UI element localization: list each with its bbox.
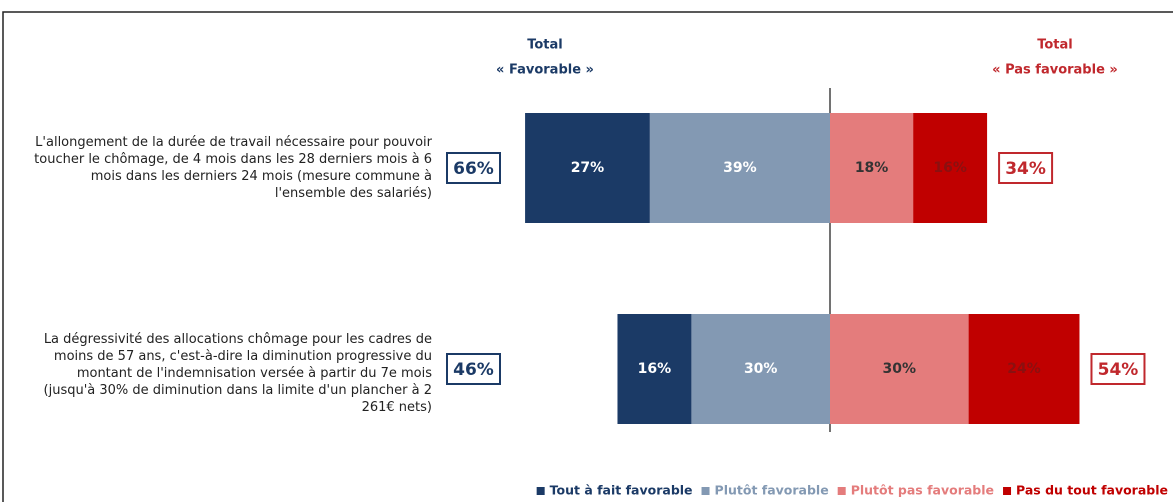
category-text: La dégressivité des allocations chômage …: [43, 331, 432, 415]
total-header: Total: [527, 38, 563, 53]
value-label: 27%: [571, 160, 605, 176]
total-box: [1090, 353, 1146, 385]
bar-segment: [649, 113, 830, 223]
total-box: [998, 152, 1054, 184]
value-label: 24%: [1007, 361, 1041, 377]
category-text: L'allongement de la durée de travail néc…: [34, 135, 432, 201]
value-label: 16%: [933, 160, 967, 176]
bar-segment: [830, 113, 914, 223]
bar-segment: [913, 113, 988, 223]
legend-swatch: [536, 487, 545, 495]
total-header: « Pas favorable »: [992, 63, 1118, 78]
legend-label: Tout à fait favorable: [550, 483, 693, 498]
category-label: L'allongement de la durée de travail néc…: [30, 108, 432, 228]
total-header: Total: [1037, 38, 1073, 53]
total-label: 34%: [1005, 159, 1046, 179]
legend-label: Pas du tout favorable: [1016, 483, 1168, 498]
legend-swatch: [1003, 487, 1012, 495]
total-label: 54%: [1098, 360, 1139, 380]
legend-label: Plutôt favorable: [715, 483, 829, 498]
value-label: 16%: [638, 361, 672, 377]
total-box: [446, 353, 501, 385]
legend-swatch: [837, 487, 846, 495]
total-box: [446, 152, 501, 184]
frame: [2, 11, 1173, 502]
bar-segment: [525, 113, 650, 223]
bar-segment: [691, 314, 830, 424]
total-label: 66%: [453, 159, 494, 179]
value-label: 30%: [744, 361, 778, 377]
bar-segment: [830, 314, 969, 424]
bar-segment: [617, 314, 692, 424]
total-label: 46%: [453, 360, 494, 380]
value-label: 30%: [883, 361, 917, 377]
total-header: « Favorable »: [496, 63, 594, 78]
category-label: La dégressivité des allocations chômage …: [30, 313, 432, 433]
legend-swatch: [701, 487, 710, 495]
value-label: 39%: [723, 160, 757, 176]
value-label: 18%: [855, 160, 889, 176]
bar-segment: [968, 314, 1080, 424]
legend-label: Plutôt pas favorable: [851, 483, 994, 498]
